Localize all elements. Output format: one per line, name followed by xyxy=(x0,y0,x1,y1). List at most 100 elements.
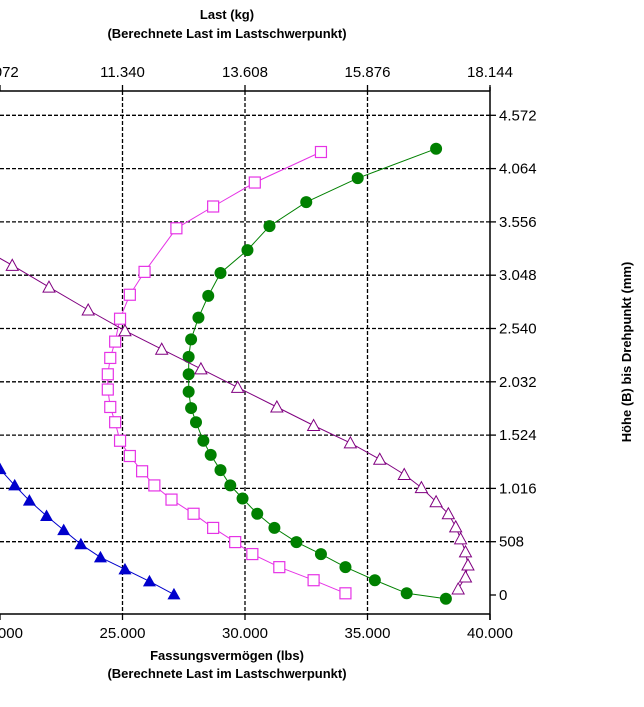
bottom-axis-title-line2: (Berechnete Last im Lastschwerpunkt) xyxy=(107,666,346,681)
data-point xyxy=(109,335,122,348)
right-tick-label: 2.032 xyxy=(499,374,537,391)
data-point xyxy=(40,509,54,521)
data-point xyxy=(8,478,22,491)
data-point xyxy=(165,493,178,506)
data-point xyxy=(224,479,237,492)
top-tick-label: 18.144 xyxy=(467,64,513,81)
data-point xyxy=(339,587,352,600)
data-point xyxy=(101,383,114,396)
data-point xyxy=(104,400,117,414)
series-line xyxy=(0,462,175,595)
data-point xyxy=(190,416,202,429)
right-axis-title: Höhe (B) bis Drehpunkt (mm) xyxy=(619,262,634,443)
right-tick-label: 1.016 xyxy=(499,480,537,497)
data-point xyxy=(451,581,465,595)
data-point xyxy=(251,507,264,520)
data-point xyxy=(207,200,220,213)
data-point xyxy=(93,550,107,563)
data-point xyxy=(263,220,276,233)
data-point xyxy=(368,574,381,587)
data-point xyxy=(343,435,358,449)
data-point xyxy=(458,569,473,583)
data-point xyxy=(458,544,473,558)
data-point xyxy=(448,519,463,533)
data-point xyxy=(182,350,195,363)
data-point xyxy=(439,592,452,605)
series-3 xyxy=(182,142,452,605)
bottom-tick-label: 30.000 xyxy=(222,625,268,642)
data-point xyxy=(192,311,205,324)
data-point xyxy=(236,492,249,505)
right-tick-label: 2.540 xyxy=(499,321,537,338)
data-point xyxy=(314,548,327,561)
data-point xyxy=(273,561,286,574)
data-point xyxy=(148,479,161,492)
series-4 xyxy=(0,257,475,595)
data-point xyxy=(0,462,7,475)
data-point xyxy=(400,587,413,600)
data-point xyxy=(104,351,117,365)
data-point xyxy=(441,506,456,520)
data-point xyxy=(182,368,195,381)
data-point xyxy=(5,258,20,271)
data-point xyxy=(81,302,96,316)
data-point xyxy=(167,587,181,600)
bottom-tick-label: 25.000 xyxy=(100,625,146,642)
data-point xyxy=(123,449,136,463)
data-point xyxy=(74,537,88,550)
data-point xyxy=(202,289,215,302)
top-axis-title-line2: (Berechnete Last im Lastschwerpunkt) xyxy=(107,26,346,41)
data-point xyxy=(268,521,281,534)
data-point xyxy=(101,368,114,381)
data-point xyxy=(187,507,200,520)
data-point xyxy=(154,342,169,355)
series-line xyxy=(107,151,346,594)
top-axis-title-line1: Last (kg) xyxy=(200,7,254,22)
data-point xyxy=(414,480,429,494)
data-point xyxy=(214,266,227,279)
data-point xyxy=(57,523,71,536)
data-point xyxy=(138,265,151,278)
series-2 xyxy=(101,145,352,600)
data-point xyxy=(142,574,156,587)
data-point xyxy=(109,416,122,429)
data-point xyxy=(136,465,149,478)
right-tick-label: 508 xyxy=(499,534,524,551)
data-point xyxy=(241,244,254,257)
series-line xyxy=(188,148,446,600)
data-point xyxy=(246,547,259,561)
data-point xyxy=(185,333,198,346)
data-point xyxy=(300,196,313,209)
data-point xyxy=(270,399,284,413)
data-point xyxy=(123,288,136,301)
data-point xyxy=(453,531,468,545)
bottom-tick-label: 40.000 xyxy=(467,625,513,642)
right-tick-label: 4.572 xyxy=(499,107,537,124)
data-point xyxy=(118,323,132,337)
data-point xyxy=(397,467,412,481)
data-point xyxy=(248,176,261,189)
top-tick-label: 15.876 xyxy=(345,64,391,81)
top-tick-label: 11.340 xyxy=(100,64,145,81)
gridlines xyxy=(0,91,490,614)
data-point xyxy=(170,222,183,235)
top-tick-label: 9.072 xyxy=(0,64,19,81)
data-point xyxy=(351,172,364,185)
right-tick-label: 1.524 xyxy=(499,427,537,444)
tick-labels: 0 508 1.016 1.524 2.032 2.540 3.048 3.556 4.064 4… xyxy=(0,64,537,642)
data-point xyxy=(197,434,210,447)
data-point xyxy=(339,561,352,574)
bottom-axis-title-line1: Fassungsvermögen (lbs) xyxy=(150,648,304,663)
data-point xyxy=(22,494,36,506)
data-point xyxy=(185,402,198,415)
data-point xyxy=(230,380,245,393)
data-point xyxy=(118,562,132,575)
data-point xyxy=(113,434,127,447)
data-point xyxy=(461,557,475,571)
bottom-tick-label: 35.000 xyxy=(345,625,391,642)
data-point xyxy=(429,494,443,508)
data-point xyxy=(290,536,303,549)
data-point xyxy=(42,280,56,293)
data-point xyxy=(229,535,242,549)
data-point xyxy=(182,385,195,398)
